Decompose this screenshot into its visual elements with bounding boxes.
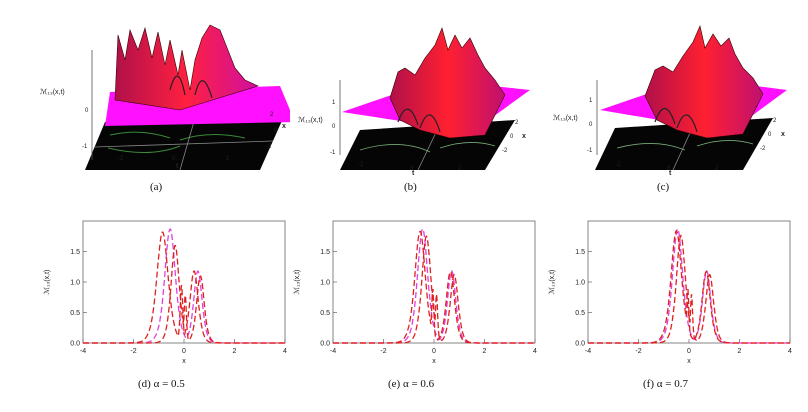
x-axis-label: x bbox=[432, 358, 436, 365]
x-axis-label: x bbox=[687, 358, 691, 365]
x-tick-label: 2 bbox=[233, 348, 237, 355]
series-line-t1 bbox=[83, 231, 285, 344]
z-tick: 1 bbox=[589, 98, 593, 104]
y-tick-label: 1.5 bbox=[320, 249, 330, 256]
x-tick: 2 bbox=[773, 118, 777, 124]
x-axis-label: x bbox=[522, 133, 526, 140]
y-tick-label: 0.0 bbox=[320, 341, 330, 348]
x-axis-label: x bbox=[182, 358, 186, 365]
surface-plot-c: ℳ₁₃(x,t) 1 0 -1 -2 0 2 t 2 0 -2 x bbox=[553, 25, 787, 175]
t-axis-label: t bbox=[669, 170, 672, 175]
x-tick: 0 bbox=[768, 132, 772, 138]
x-axis-label: x bbox=[282, 123, 286, 130]
surface bbox=[644, 25, 764, 139]
x-tick-label: 4 bbox=[283, 348, 287, 355]
series-line-t1 bbox=[333, 230, 535, 344]
caption-a: (a) bbox=[150, 181, 163, 193]
x-tick: -2 bbox=[760, 146, 766, 152]
t-tick: 2 bbox=[226, 156, 230, 162]
y-axis-label: ℳ₁₃(x,t) bbox=[548, 270, 556, 295]
x-tick-label: -2 bbox=[635, 348, 641, 355]
surface-plot-b: ℳ₁₃(x,t) 1 0 -1 -2 0 2 t 2 0 -2 x bbox=[298, 27, 530, 175]
series-line-t2 bbox=[588, 234, 790, 344]
z-tick: 1 bbox=[332, 100, 336, 106]
floor-plane bbox=[85, 114, 285, 170]
x-tick-label: 0 bbox=[432, 348, 436, 355]
y-axis-label: ℳ₁₃(x,t) bbox=[293, 270, 301, 295]
y-tick-label: 1.0 bbox=[70, 280, 80, 287]
t-axis-label: t bbox=[412, 170, 415, 175]
series-line-t2 bbox=[83, 244, 285, 344]
t-tick: -2 bbox=[615, 162, 621, 168]
t-tick: 0 bbox=[410, 166, 414, 172]
series-line-t2 bbox=[333, 235, 535, 344]
x-tick-label: 2 bbox=[738, 348, 742, 355]
y-tick-label: 1.0 bbox=[320, 280, 330, 287]
caption-b: (b) bbox=[404, 181, 417, 193]
y-tick-label: 1.0 bbox=[575, 280, 585, 287]
t-tick: -2 bbox=[118, 156, 124, 162]
x-tick: 0 bbox=[510, 134, 514, 140]
x-tick: 2 bbox=[515, 120, 519, 126]
y-tick-label: 0.5 bbox=[575, 310, 585, 317]
z-axis-label: ℳ₁₃(x,t) bbox=[553, 114, 578, 122]
y-tick-label: 0.5 bbox=[70, 310, 80, 317]
x-tick-label: -4 bbox=[585, 348, 591, 355]
x-tick: 0 bbox=[274, 128, 278, 134]
z-tick: -1 bbox=[82, 144, 88, 150]
line-plot-d: -4 -2 0 2 4 0.0 0.5 1.0 1.5 x ℳ₁₃(x,t) bbox=[43, 220, 287, 365]
z-tick: 0 bbox=[332, 124, 336, 130]
t-tick: 2 bbox=[458, 166, 462, 172]
x-axis-label: x bbox=[781, 131, 785, 138]
z-axis-label: ℳ₁₃(x,t) bbox=[40, 88, 65, 96]
y-axis-label: ℳ₁₃(x,t) bbox=[43, 270, 51, 295]
t-tick: -2 bbox=[358, 162, 364, 168]
x-tick-label: 0 bbox=[182, 348, 186, 355]
caption-e: (e) α = 0.6 bbox=[388, 378, 435, 390]
surface-plot-a: ℳ₁₃(x,t) 0 -1 -2 0 2 t 2 0 -2 x bbox=[40, 24, 290, 170]
t-tick: 0 bbox=[172, 156, 176, 162]
z-tick: 0 bbox=[589, 122, 593, 128]
z-axis-label: ℳ₁₃(x,t) bbox=[298, 116, 323, 124]
x-tick-label: -4 bbox=[330, 348, 336, 355]
x-tick-label: 0 bbox=[687, 348, 691, 355]
y-tick-label: 0.0 bbox=[575, 341, 585, 348]
x-tick-label: -2 bbox=[130, 348, 136, 355]
caption-f: (f) α = 0.7 bbox=[643, 378, 688, 390]
surface bbox=[389, 27, 506, 139]
t-tick: 2 bbox=[715, 166, 719, 172]
surface bbox=[114, 24, 259, 111]
y-tick-label: 0.0 bbox=[70, 341, 80, 348]
z-tick: -1 bbox=[587, 148, 593, 154]
caption-d: (d) α = 0.5 bbox=[138, 378, 185, 390]
t-axis-label: t bbox=[176, 163, 179, 170]
x-tick: 2 bbox=[270, 112, 274, 118]
caption-c: (c) bbox=[657, 181, 670, 193]
x-tick-label: 4 bbox=[788, 348, 792, 355]
line-plot-f: -4 -2 0 2 4 0.0 0.5 1.0 1.5 x ℳ₁₃(x,t) bbox=[548, 220, 792, 365]
x-tick: -2 bbox=[266, 144, 272, 150]
y-tick-label: 1.5 bbox=[575, 249, 585, 256]
series-line-t1 bbox=[588, 229, 790, 344]
x-tick-label: -2 bbox=[380, 348, 386, 355]
x-tick: -2 bbox=[502, 148, 508, 154]
y-tick-label: 1.5 bbox=[70, 249, 80, 256]
x-tick-label: 4 bbox=[533, 348, 537, 355]
x-tick-label: -4 bbox=[80, 348, 86, 355]
x-tick-label: 2 bbox=[483, 348, 487, 355]
y-tick-label: 0.5 bbox=[320, 310, 330, 317]
t-tick: 0 bbox=[667, 166, 671, 172]
line-plot-e: -4 -2 0 2 4 0.0 0.5 1.0 1.5 x ℳ₁₃(x,t) bbox=[293, 220, 537, 365]
z-tick: 0 bbox=[85, 108, 89, 114]
plot-frame bbox=[587, 220, 791, 344]
z-tick: -1 bbox=[330, 150, 336, 156]
